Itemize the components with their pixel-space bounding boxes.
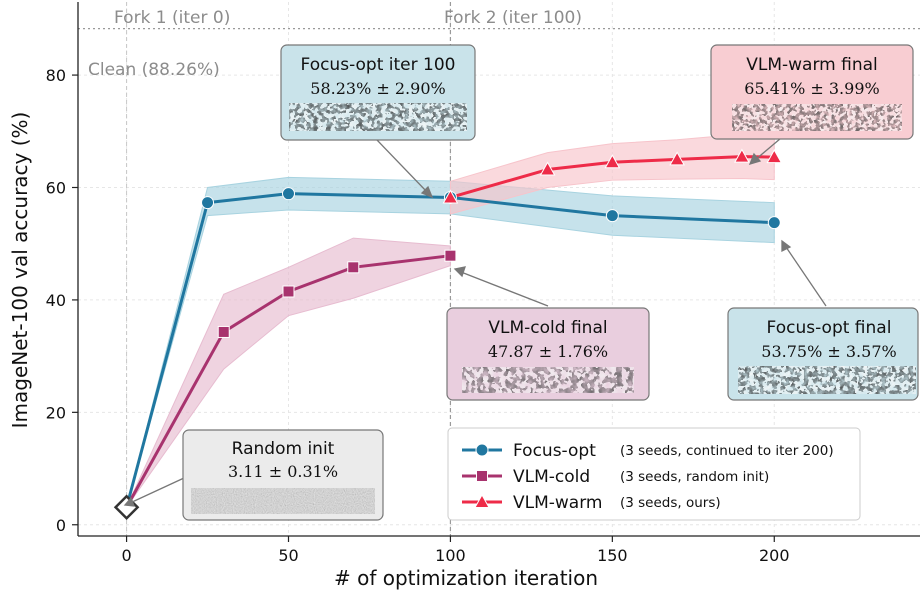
annotation-focus-opt-final-title: Focus-opt final <box>767 318 892 338</box>
arrowhead-focus-opt-100 <box>420 185 434 199</box>
annotation-random-init: Random init 3.11 ± 0.31% <box>182 429 384 521</box>
annotation-focus-opt-final-value: 53.75% ± 3.57% <box>761 342 896 361</box>
focus-opt-point-1 <box>201 196 215 210</box>
legend-frame <box>447 427 861 521</box>
fork-1-label: Fork 1 (iter 0) <box>114 8 230 28</box>
annotation-vlm-warm-final-image <box>732 104 902 131</box>
annotation-focus-opt-100: Focus-opt iter 100 58.23% ± 2.90% <box>280 44 476 141</box>
annotation-focus-opt-100-title: Focus-opt iter 100 <box>301 55 456 75</box>
vlm-warm-point-3 <box>669 151 685 166</box>
reference-lines: Clean (88.26%) Fork 1 (iter 0) Fork 2 (i… <box>78 2 920 536</box>
y-axis-label: ImageNet-100 val accuracy (%) <box>8 112 32 429</box>
annotation-vlm-cold-final-title: VLM-cold final <box>488 318 607 338</box>
legend-note-focus-opt: (3 seeds, continued to iter 200) <box>620 443 834 459</box>
x-axis-label: # of optimization iteration <box>334 566 598 590</box>
focus-opt-point-2 <box>282 187 295 201</box>
annotation-vlm-cold-final-value: 47.87 ± 1.76% <box>488 342 608 361</box>
legend-marker-vlm-cold <box>476 470 488 482</box>
annotation-vlm-cold-final-image <box>462 367 634 393</box>
arrowhead-vlm-cold-final <box>453 266 466 278</box>
legend: Focus-opt (3 seeds, continued to iter 200… <box>447 427 861 521</box>
focus-opt-line <box>125 192 775 508</box>
focus-opt-point-4 <box>605 209 619 223</box>
vlm-warm-band <box>449 133 775 215</box>
y-tick-label-3: 60 <box>46 178 66 197</box>
x-tick-label-2: 100 <box>435 546 466 565</box>
fork-2-label: Fork 2 (iter 100) <box>444 8 582 28</box>
vlm-warm-line <box>450 155 775 199</box>
legend-marker-focus-opt <box>475 443 489 457</box>
vlm-warm-point-4 <box>734 148 750 163</box>
annotation-focus-opt-100-image <box>289 103 467 131</box>
x-ticks: 0 50 100 150 200 <box>121 536 790 565</box>
y-tick-label-1: 20 <box>46 403 66 422</box>
annotation-random-init-image <box>191 488 375 514</box>
legend-note-vlm-warm: (3 seeds, ours) <box>620 495 721 511</box>
arrowhead-focus-opt-final <box>781 239 792 253</box>
arrow-focus-opt-100 <box>376 139 429 194</box>
arrowhead-random-init <box>123 496 135 507</box>
annotation-arrows <box>123 132 827 507</box>
vlm-cold-point-2 <box>282 285 295 298</box>
clean-reference-label: Clean (88.26%) <box>88 60 220 80</box>
annotation-random-init-title: Random init <box>232 439 335 459</box>
y-tick-label-4: 80 <box>46 66 66 85</box>
y-ticks: 0 20 40 60 80 <box>46 66 78 535</box>
focus-opt-point-5 <box>767 216 781 230</box>
x-tick-label-1: 50 <box>278 546 298 565</box>
arrow-random-init <box>129 477 185 504</box>
legend-label-vlm-warm: VLM-warm <box>513 493 602 513</box>
series-markers <box>113 148 783 521</box>
annotation-focus-opt-final-image <box>738 366 916 394</box>
annotation-vlm-warm-final: VLM-warm final 65.41% ± 3.99% <box>710 44 914 140</box>
vlm-warm-point-2 <box>604 154 621 169</box>
axes <box>77 2 920 537</box>
random-init-point <box>113 494 140 521</box>
legend-label-focus-opt: Focus-opt <box>513 441 596 461</box>
annotation-random-init-value: 3.11 ± 0.31% <box>228 462 338 481</box>
y-tick-label-0: 0 <box>56 516 66 535</box>
vlm-cold-point-3 <box>347 261 360 274</box>
y-tick-label-2: 40 <box>46 291 66 310</box>
annotation-focus-opt-100-value: 58.23% ± 2.90% <box>310 79 445 98</box>
legend-note-vlm-cold: (3 seeds, random init) <box>620 469 769 485</box>
vlm-warm-point-5 <box>766 149 783 164</box>
vlm-warm-point-1 <box>539 161 556 176</box>
annotation-vlm-warm-final-value: 65.41% ± 3.99% <box>744 79 879 98</box>
vlm-cold-point-1 <box>217 325 230 338</box>
annotation-vlm-cold-final: VLM-cold final 47.87 ± 1.76% <box>446 307 650 401</box>
vlm-warm-point-0 <box>442 189 459 204</box>
legend-marker-vlm-warm <box>474 493 490 508</box>
vlm-cold-point-4 <box>444 249 457 262</box>
annotation-focus-opt-final: Focus-opt final 53.75% ± 3.57% <box>727 307 919 401</box>
arrow-focus-opt-final <box>785 246 827 307</box>
arrowhead-vlm-warm-final <box>748 152 762 166</box>
x-tick-label-0: 0 <box>121 546 131 565</box>
x-tick-label-3: 150 <box>597 546 628 565</box>
x-tick-label-4: 200 <box>759 546 790 565</box>
annotation-vlm-warm-final-title: VLM-warm final <box>746 55 878 75</box>
arrow-vlm-cold-final <box>460 271 549 307</box>
legend-label-vlm-cold: VLM-cold <box>513 467 590 487</box>
